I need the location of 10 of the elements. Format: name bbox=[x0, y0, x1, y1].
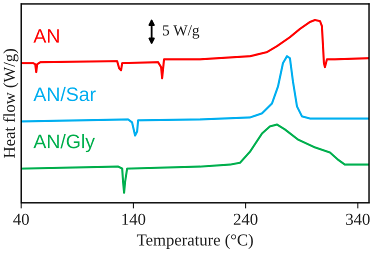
x-axis-title: Temperature (°C) bbox=[136, 234, 253, 249]
x-tick-label: 340 bbox=[346, 214, 370, 225]
y-axis-title: Heat flow (W/g) bbox=[3, 49, 18, 158]
x-tick-label: 240 bbox=[234, 214, 258, 225]
x-tick-label: 140 bbox=[122, 214, 146, 225]
annotation: 5 W/g bbox=[162, 25, 200, 39]
series-label: AN bbox=[33, 29, 59, 43]
x-tick-label: 40 bbox=[13, 214, 29, 225]
series-label: AN/Gly bbox=[33, 134, 95, 152]
series-label: AN/Sar bbox=[33, 86, 96, 102]
